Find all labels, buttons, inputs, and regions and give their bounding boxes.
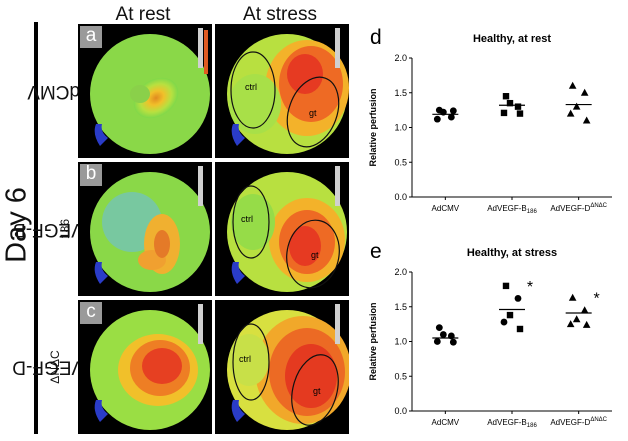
panel-letter: d	[370, 26, 382, 49]
data-point	[500, 318, 508, 326]
perfusion-map-a-stress: ctrl gt	[215, 24, 349, 158]
data-point	[572, 315, 581, 323]
perfusion-map-c-stress: ctrl gt	[215, 300, 349, 434]
data-point	[439, 331, 447, 338]
row-label-advegf-d: AdVEGF-D ΔNΔC	[12, 350, 108, 384]
day-bracket-bar	[34, 22, 38, 434]
data-point	[566, 109, 575, 117]
data-point	[502, 93, 510, 100]
y-tick-label: 2.0	[394, 267, 407, 277]
y-axis-label: Relative perfusion	[368, 302, 378, 380]
data-point	[568, 293, 577, 301]
data-point	[502, 282, 510, 290]
data-point	[580, 88, 589, 96]
y-tick-label: 0.5	[394, 157, 407, 167]
data-point	[506, 311, 514, 319]
ellipse-label-ctrl-a: ctrl	[245, 82, 257, 92]
y-tick-label: 1.0	[394, 337, 407, 347]
ellipse-label-gt-b: gt	[311, 250, 319, 260]
row-label-adcmv: AdCMV	[27, 81, 93, 102]
data-point	[500, 109, 508, 117]
chart-title: Healthy, at rest	[473, 33, 551, 45]
data-point	[506, 99, 514, 107]
data-point	[566, 320, 575, 328]
y-tick-label: 0.0	[394, 192, 407, 202]
y-tick-label: 0.0	[394, 406, 407, 416]
ellipse-label-gt-c: gt	[313, 386, 321, 396]
x-tick-label: AdVEGF-DΔNΔC	[550, 203, 607, 213]
data-point	[516, 110, 524, 117]
ellipse-label-ctrl-b: ctrl	[241, 214, 253, 224]
data-point	[447, 113, 455, 121]
y-tick-label: 1.5	[394, 302, 407, 312]
significance-marker: *	[594, 291, 600, 308]
x-tick-label: AdVEGF-DΔNΔC	[550, 417, 607, 427]
x-tick-label: AdVEGF-B186	[487, 204, 537, 215]
significance-marker: *	[527, 279, 533, 296]
data-point	[568, 81, 577, 89]
data-point	[449, 107, 457, 115]
perfusion-map-b-stress: ctrl gt	[215, 162, 349, 296]
perfusion-map-c-rest: c	[78, 300, 212, 434]
panel-letter: e	[370, 240, 382, 263]
ellipse-label-gt-a: gt	[309, 108, 317, 118]
data-point	[435, 324, 443, 331]
y-tick-label: 1.0	[394, 123, 407, 133]
data-point	[580, 306, 589, 314]
perfusion-map-a-rest: a	[78, 24, 212, 158]
data-point	[514, 295, 522, 302]
data-point	[433, 338, 441, 345]
x-tick-label: AdVEGF-B186	[487, 418, 537, 429]
ellipse-label-ctrl-c: ctrl	[239, 354, 251, 364]
data-point	[449, 338, 457, 346]
panel-letter-b: b	[80, 164, 102, 186]
y-tick-label: 0.5	[394, 371, 407, 381]
y-tick-label: 1.5	[394, 88, 407, 98]
data-point	[582, 116, 591, 124]
panel-letter-c: c	[80, 302, 102, 324]
data-point	[572, 102, 581, 110]
y-axis-label: Relative perfusion	[368, 88, 378, 166]
row-label-advegf-b: AdVEGF-B 186	[13, 218, 107, 240]
chart-title: Healthy, at stress	[467, 247, 557, 259]
y-tick-label: 2.0	[394, 53, 407, 63]
column-header-stress: At stress	[243, 4, 317, 25]
chart-panel-d: d Healthy, at rest Relative perfusion 0.0 0.…	[368, 26, 612, 215]
data-point	[514, 103, 522, 110]
chart-panel-e: e Healthy, at stress Relative perfusion 0.0…	[368, 240, 612, 429]
data-point	[433, 115, 441, 123]
panel-letter-a: a	[80, 26, 102, 48]
column-header-rest: At rest	[115, 4, 171, 25]
data-point	[516, 325, 524, 333]
data-point	[582, 320, 591, 328]
x-tick-label: AdCMV	[432, 418, 460, 427]
x-tick-label: AdCMV	[432, 204, 460, 213]
perfusion-map-b-rest: b	[78, 162, 212, 296]
